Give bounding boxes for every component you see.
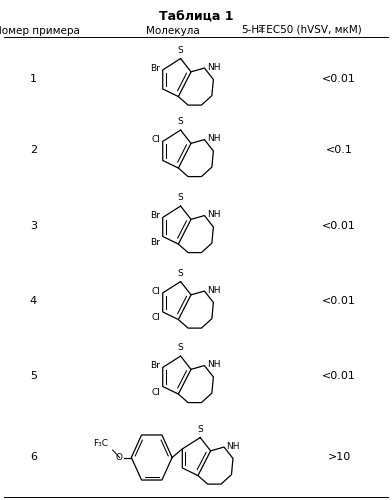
Text: Номер примера: Номер примера [0, 26, 80, 36]
Text: Br: Br [150, 64, 160, 73]
Text: >10: >10 [327, 452, 351, 462]
Text: NH: NH [207, 360, 220, 369]
Text: Br: Br [150, 212, 160, 220]
Text: EC50 (hVSV, мкМ): EC50 (hVSV, мкМ) [263, 25, 362, 35]
Text: <0.01: <0.01 [322, 371, 356, 381]
Text: Br: Br [150, 238, 160, 247]
Text: 1: 1 [30, 74, 37, 84]
Text: NH: NH [207, 62, 220, 72]
Text: Молекула: Молекула [145, 26, 200, 36]
Text: <0.01: <0.01 [322, 221, 356, 231]
Text: NH: NH [207, 134, 220, 143]
Text: F₃C: F₃C [94, 438, 109, 448]
Text: O: O [115, 453, 122, 462]
Text: 4: 4 [30, 296, 37, 306]
Text: 5: 5 [30, 371, 37, 381]
Text: <0.01: <0.01 [322, 74, 356, 84]
Text: NH: NH [226, 442, 240, 450]
Text: S: S [178, 117, 183, 126]
Text: Таблица 1: Таблица 1 [159, 11, 233, 24]
Text: Cl: Cl [151, 314, 160, 322]
Text: S: S [178, 193, 183, 202]
Text: Cl: Cl [151, 136, 160, 144]
Text: S: S [178, 46, 183, 54]
Text: NH: NH [207, 286, 220, 294]
Text: Br: Br [150, 362, 160, 370]
Text: 2: 2 [30, 145, 37, 155]
Text: <0.01: <0.01 [322, 296, 356, 306]
Text: 2c: 2c [258, 28, 266, 34]
Text: S: S [178, 343, 183, 352]
Text: <0.1: <0.1 [326, 145, 352, 155]
Text: Cl: Cl [151, 388, 160, 397]
Text: S: S [197, 424, 203, 434]
Text: 5-HT: 5-HT [241, 25, 265, 35]
Text: Cl: Cl [151, 287, 160, 296]
Text: 3: 3 [30, 221, 37, 231]
Text: NH: NH [207, 210, 220, 219]
Text: S: S [178, 268, 183, 278]
Text: 6: 6 [30, 452, 37, 462]
